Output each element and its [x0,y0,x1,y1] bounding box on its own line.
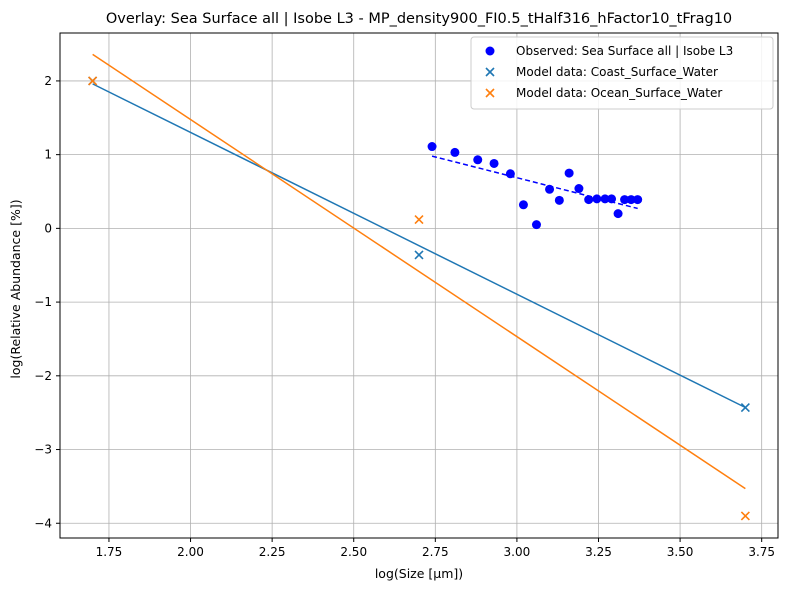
data-point [600,194,610,204]
legend-label: Observed: Sea Surface all | Isobe L3 [516,44,733,58]
data-point [414,214,424,225]
grid [60,33,778,538]
data-point [740,402,750,413]
x-tick-label: 2.50 [340,545,367,559]
x-tick-label: 2.75 [422,545,449,559]
legend: Observed: Sea Surface all | Isobe L3 Mode… [470,36,774,110]
data-point [584,195,594,205]
chart-title: Overlay: Sea Surface all | Isobe L3 - MP… [106,11,732,27]
data-point [607,194,617,204]
x-marker-stroke [485,67,495,77]
axis-ticks: 1.75 2.00 2.25 2.50 2.75 3.00 3.25 3.50 3.75 −4 −3… [34,74,775,559]
data-point [485,46,495,56]
data-point [473,155,483,165]
plot-frame [59,32,779,539]
data-point [564,168,574,178]
data-point [620,195,630,205]
data-marks [88,76,750,521]
x-marker-stroke [414,250,424,260]
data-point [531,220,541,230]
data-point [427,142,437,152]
y-tick-label: −4 [34,516,52,530]
legend-entry: Observed: Sea Surface all | Isobe L3 [485,44,733,58]
x-marker-stroke [740,402,750,413]
data-point [518,200,528,210]
y-tick-label: −3 [34,443,52,457]
legend-box [470,36,774,110]
data-point [489,158,499,168]
x-tick-label: 3.50 [667,545,694,559]
x-marker-stroke [414,214,424,225]
data-point [574,184,584,194]
y-tick-label: 1 [44,148,52,162]
data-point [740,511,750,521]
data-point [613,209,623,219]
x-marker-stroke [88,76,98,86]
legend-label: Model data: Ocean_Surface_Water [516,86,722,100]
data-point [450,147,460,157]
legend-entry: Model data: Coast_Surface_Water [485,65,718,79]
data-point [505,169,515,179]
data-point [414,250,424,260]
y-tick-label: −2 [34,369,52,383]
x-tick-label: 3.00 [504,545,531,559]
data-point [88,76,98,86]
data-point [485,67,495,77]
fit-line [92,83,746,409]
legend-entry: Model data: Ocean_Surface_Water [485,86,722,100]
data-point [545,184,555,194]
x-tick-label: 2.00 [177,545,204,559]
x-tick-label: 1.75 [96,545,123,559]
data-point [592,194,602,204]
y-axis-label: log(Relative Abundance [%]) [8,199,23,378]
x-axis-label: log(Size [μm]) [375,566,463,581]
fit-line [92,53,746,490]
x-tick-label: 3.25 [585,545,612,559]
x-marker-stroke [485,88,495,98]
y-tick-label: 2 [44,74,52,88]
data-point [554,195,564,205]
x-marker-stroke [740,511,750,521]
x-tick-label: 2.25 [259,545,286,559]
data-point [626,195,636,205]
y-tick-label: 0 [44,221,52,235]
y-tick-label: −1 [34,295,52,309]
data-point [485,88,495,98]
data-point [633,195,643,205]
x-tick-label: 3.75 [748,545,775,559]
legend-label: Model data: Coast_Surface_Water [516,65,718,79]
